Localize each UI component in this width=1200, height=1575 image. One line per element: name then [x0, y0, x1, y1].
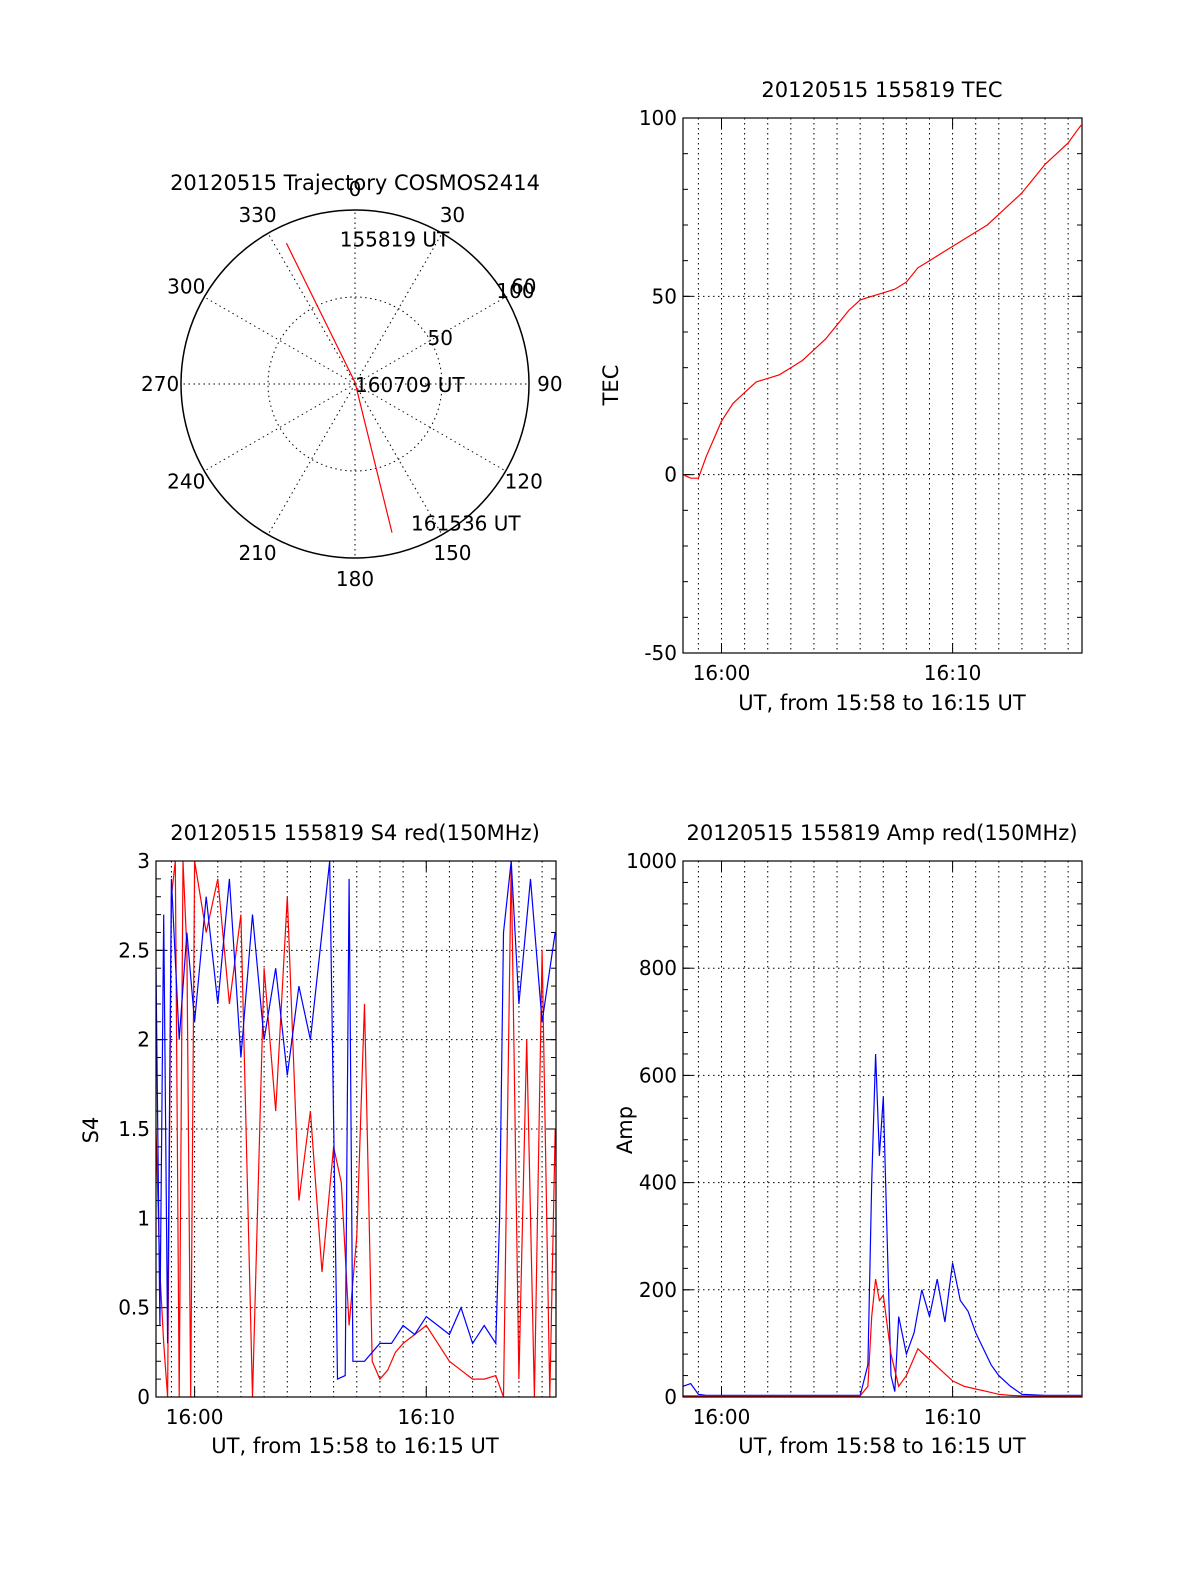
polar-spoke — [354, 383, 506, 472]
trajectory-line — [285, 242, 393, 533]
y-tick-label: 0.5 — [118, 1296, 150, 1320]
polar-spoke — [267, 233, 356, 385]
y-tick-label: 1000 — [626, 849, 677, 873]
azimuth-label: 270 — [141, 372, 179, 396]
series-line — [683, 1278, 1082, 1397]
azimuth-label: 30 — [440, 203, 465, 227]
azimuth-label: 210 — [238, 541, 276, 565]
s4-title: 20120515 155819 S4 red(150MHz) — [170, 821, 540, 845]
x-tick-label: 16:00 — [693, 661, 751, 685]
s4-xlabel: UT, from 15:58 to 16:15 UT — [211, 1434, 499, 1458]
polar-spoke — [354, 233, 443, 385]
trajectory-panel: 20120515 Trajectory COSMOS2414 0 30 60 90 12… — [141, 171, 563, 591]
amp-ylabel: Amp — [613, 1106, 637, 1154]
plot-frame — [155, 860, 557, 1398]
s4-plot-area: 0 0.5 1 1.5 2 2.5 3 16:00 16:10 — [118, 849, 557, 1429]
polar-spoke — [267, 383, 356, 535]
x-tick-label: 16:10 — [924, 1405, 982, 1429]
y-tick-label: 50 — [652, 284, 677, 308]
amp-xlabel: UT, from 15:58 to 16:15 UT — [738, 1434, 1026, 1458]
polar-spoke — [354, 383, 443, 535]
polar-spoke — [354, 296, 506, 385]
s4-ylabel: S4 — [79, 1117, 103, 1144]
azimuth-label: 90 — [537, 372, 562, 396]
azimuth-label: 120 — [505, 469, 543, 493]
amp-panel: 20120515 155819 Amp red(150MHz) UT, from… — [613, 821, 1083, 1458]
y-tick-label: 600 — [639, 1063, 677, 1087]
tec-xlabel: UT, from 15:58 to 16:15 UT — [738, 691, 1026, 715]
plot-frame — [682, 860, 1083, 1398]
y-tick-label: 0 — [664, 463, 677, 487]
x-tick-label: 16:10 — [924, 661, 982, 685]
polar-grid — [180, 209, 530, 559]
series-line — [156, 861, 556, 1381]
polar-outer-ring — [180, 209, 530, 559]
y-tick-label: 1 — [137, 1206, 150, 1230]
radial-label: 100 — [496, 279, 534, 303]
polar-spoke — [204, 296, 356, 385]
y-tick-label: 0 — [664, 1385, 677, 1409]
azimuth-label: 300 — [167, 275, 205, 299]
x-tick-label: 16:00 — [166, 1405, 224, 1429]
tec-title: 20120515 155819 TEC — [761, 78, 1002, 102]
y-tick-label: -50 — [644, 641, 677, 665]
y-tick-label: 800 — [639, 956, 677, 980]
trajectory-series — [285, 242, 393, 533]
trajectory-title: 20120515 Trajectory COSMOS2414 — [170, 171, 540, 195]
azimuth-label: 0 — [349, 177, 362, 201]
amp-title: 20120515 155819 Amp red(150MHz) — [686, 821, 1077, 845]
azimuth-label: 240 — [167, 469, 205, 493]
tec-plot-area: -50 0 50 100 16:00 16:10 — [639, 106, 1083, 685]
y-tick-label: 400 — [639, 1171, 677, 1195]
y-tick-label: 3 — [137, 849, 150, 873]
x-tick-label: 16:10 — [397, 1405, 455, 1429]
y-tick-label: 2.5 — [118, 938, 150, 962]
polar-azimuth-labels: 0 30 60 90 120 150 180 210 240 270 300 330 — [141, 177, 563, 591]
amp-plot-area: 0 200 400 600 800 1000 16:00 16:10 — [626, 849, 1083, 1429]
series-line — [683, 124, 1082, 479]
azimuth-label: 150 — [433, 541, 471, 565]
y-tick-label: 0 — [137, 1385, 150, 1409]
trajectory-time-label: 160709 UT — [355, 373, 465, 397]
x-tick-label: 16:00 — [693, 1405, 751, 1429]
y-tick-label: 1.5 — [118, 1117, 150, 1141]
polar-radial-labels: 50 100 — [428, 279, 535, 350]
trajectory-annotations: 155819 UT 160709 UT 161536 UT — [340, 228, 522, 536]
azimuth-label: 60 — [511, 275, 536, 299]
azimuth-label: 180 — [336, 567, 374, 591]
y-tick-label: 100 — [639, 106, 677, 130]
tec-ylabel: TEC — [599, 365, 623, 407]
azimuth-label: 330 — [238, 203, 276, 227]
trajectory-time-label: 155819 UT — [340, 228, 450, 252]
s4-panel: 20120515 155819 S4 red(150MHz) UT, from … — [79, 821, 557, 1458]
y-tick-label: 2 — [137, 1028, 150, 1052]
polar-spoke — [204, 383, 356, 472]
radial-label: 50 — [428, 326, 453, 350]
tec-panel: 20120515 155819 TEC UT, from 15:58 to 16… — [599, 78, 1083, 715]
series-line — [683, 1053, 1082, 1397]
plot-frame — [682, 117, 1083, 654]
polar-inner-ring — [267, 296, 443, 472]
y-tick-label: 200 — [639, 1278, 677, 1302]
trajectory-time-label: 161536 UT — [411, 512, 521, 536]
